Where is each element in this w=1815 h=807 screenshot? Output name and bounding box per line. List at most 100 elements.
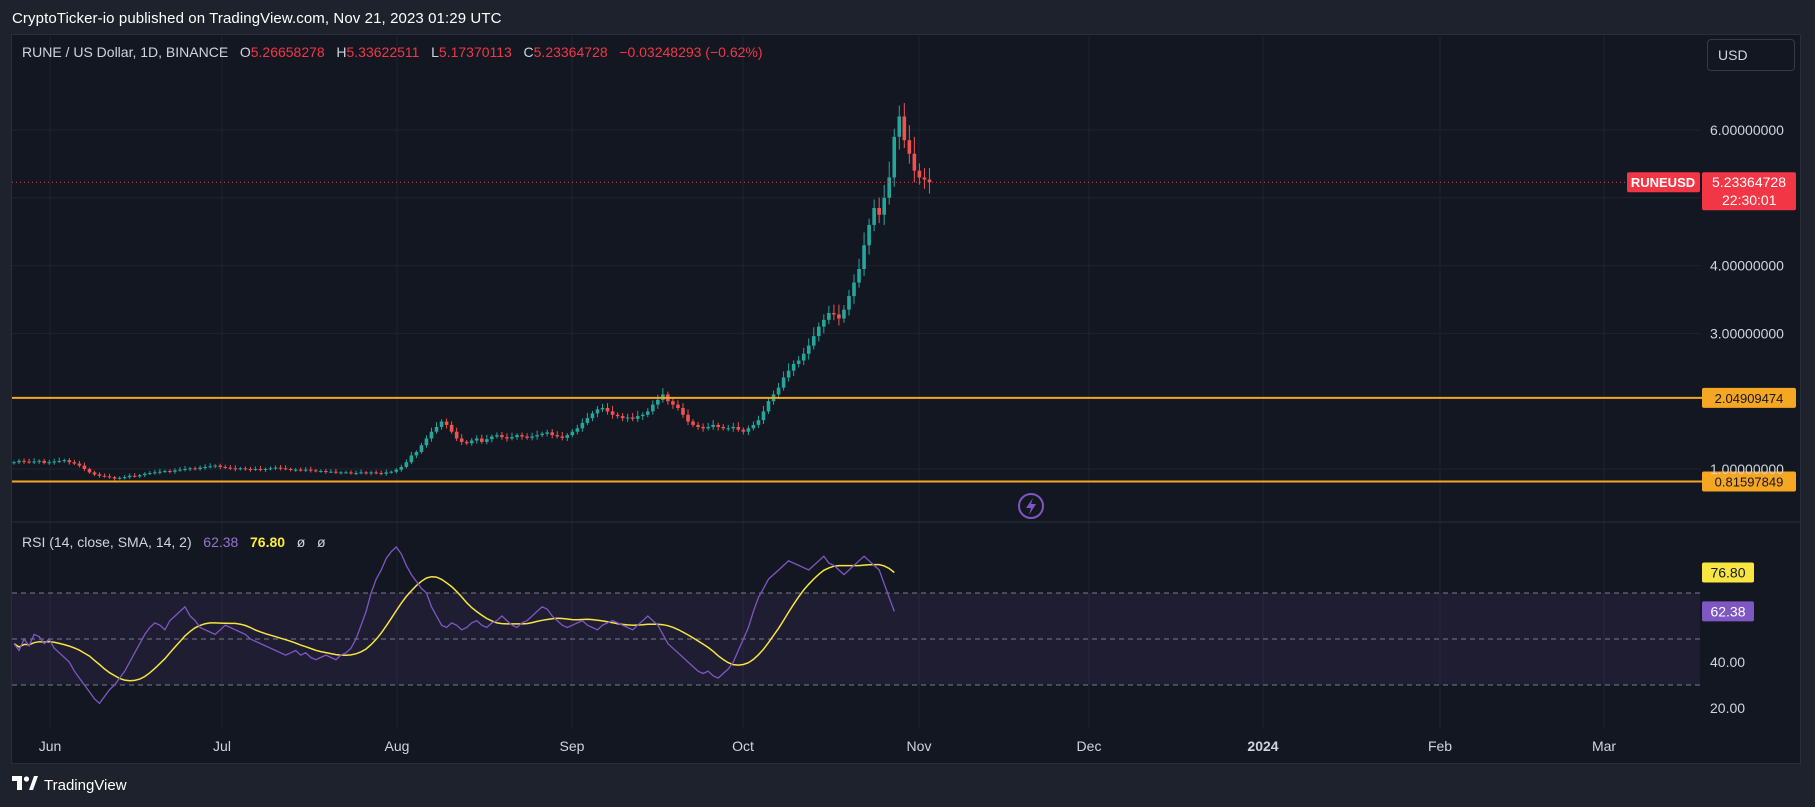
candle-down <box>349 472 353 474</box>
candle-down <box>228 467 233 469</box>
candle-up <box>786 370 791 378</box>
candle-up <box>439 421 444 427</box>
candle-up <box>354 473 358 475</box>
open-label: O <box>239 44 251 60</box>
candle-down <box>258 469 263 470</box>
candle-up <box>822 319 826 327</box>
candle-up <box>791 363 796 371</box>
candle-up <box>32 461 36 463</box>
time-axis-label: Aug <box>385 738 410 754</box>
candle-up <box>595 409 600 414</box>
high-value: 5.33622511 <box>346 44 420 60</box>
candle-down <box>615 414 620 417</box>
candle-up <box>801 353 806 361</box>
candle-up <box>319 471 323 473</box>
time-axis-label: Nov <box>907 738 932 754</box>
candle-down <box>686 414 690 422</box>
candle-down <box>902 116 907 141</box>
candle-up <box>510 437 514 439</box>
candle-up <box>163 471 167 473</box>
rsi-extra-1: ø <box>296 534 306 550</box>
lightning-icon[interactable] <box>1018 493 1044 519</box>
candle-up <box>399 466 404 470</box>
candle-down <box>837 314 841 319</box>
candle-up <box>208 466 212 468</box>
candle-down <box>832 313 836 315</box>
candle-up <box>127 475 132 478</box>
candle-up <box>183 469 187 470</box>
close-value: 5.23364728 <box>533 44 608 60</box>
candle-up <box>293 469 298 471</box>
rsi-sma-line <box>13 563 895 682</box>
footer-brand-label: TradingView <box>44 776 127 794</box>
candle-down <box>927 179 932 183</box>
candle-up <box>857 268 861 283</box>
candle-down <box>877 207 881 215</box>
time-axis-label: Jul <box>213 738 231 754</box>
candle-up <box>892 136 897 178</box>
symbol-tag-label: RUNEUSD <box>1631 175 1695 190</box>
candle-up <box>651 404 655 412</box>
candle-down <box>314 470 318 472</box>
candle-down <box>67 460 72 463</box>
currency-button[interactable]: USD <box>1707 39 1795 71</box>
candle-down <box>449 424 454 432</box>
candle-up <box>731 426 736 429</box>
candle-down <box>550 432 555 436</box>
candle-up <box>635 416 640 419</box>
candle-up <box>339 472 343 474</box>
chart-frame[interactable] <box>11 34 1801 764</box>
candle-up <box>52 461 57 463</box>
candle-down <box>379 473 383 475</box>
candle-up <box>238 468 243 470</box>
candle-down <box>374 472 378 474</box>
rsi-legend: RSI (14, close, SMA, 14, 2) 62.38 76.80 … <box>22 534 326 550</box>
candle-up <box>575 428 580 432</box>
candle-up <box>329 471 333 473</box>
rsi-value: 62.38 <box>203 534 239 550</box>
candle-up <box>17 460 21 463</box>
candle-up <box>173 470 177 472</box>
candle-down <box>283 468 288 470</box>
candle-up <box>811 336 816 346</box>
candle-up <box>756 420 761 425</box>
candle-up <box>776 387 781 395</box>
last-price-tag <box>1702 172 1796 211</box>
candle-up <box>409 455 414 463</box>
candle-up <box>12 462 16 464</box>
candle-down <box>520 435 524 437</box>
symbol-label[interactable]: RUNE / US Dollar, 1D, BINANCE <box>22 44 229 60</box>
candle-up <box>198 467 202 469</box>
footer-brand[interactable]: TradingView <box>12 776 127 794</box>
candle-up <box>600 407 605 410</box>
candle-up <box>268 468 273 470</box>
time-axis-label: Dec <box>1077 738 1102 754</box>
candle-up <box>842 309 846 319</box>
candle-up <box>656 399 660 405</box>
candle-up <box>625 417 630 419</box>
candle-up <box>57 460 62 462</box>
candle-down <box>671 401 675 405</box>
candle-down <box>168 471 172 473</box>
time-axis-label: 2024 <box>1247 738 1278 754</box>
candle-down <box>97 474 102 476</box>
candle-down <box>223 466 228 468</box>
time-axis-label: Feb <box>1428 738 1452 754</box>
rsi-label[interactable]: RSI (14, close, SMA, 14, 2) <box>22 534 192 550</box>
candle-up <box>389 471 394 473</box>
candle-down <box>459 438 464 442</box>
candle-up <box>852 282 856 297</box>
time-axis-label: Mar <box>1592 738 1616 754</box>
change-value: −0.03248293 (−0.62%) <box>619 44 763 60</box>
candle-down <box>92 472 97 475</box>
candle-up <box>570 431 575 436</box>
candle-down <box>560 436 565 438</box>
candle-up <box>897 116 902 137</box>
candle-up <box>847 296 851 310</box>
candle-down <box>696 424 700 427</box>
candle-up <box>404 462 409 467</box>
candle-up <box>273 467 278 469</box>
last-price-label: 5.23364728 <box>1712 174 1786 190</box>
candle-up <box>515 435 519 438</box>
